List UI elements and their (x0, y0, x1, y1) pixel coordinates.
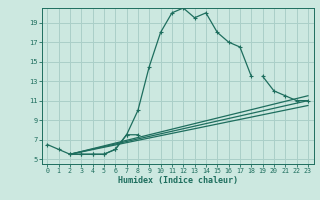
X-axis label: Humidex (Indice chaleur): Humidex (Indice chaleur) (118, 176, 237, 185)
